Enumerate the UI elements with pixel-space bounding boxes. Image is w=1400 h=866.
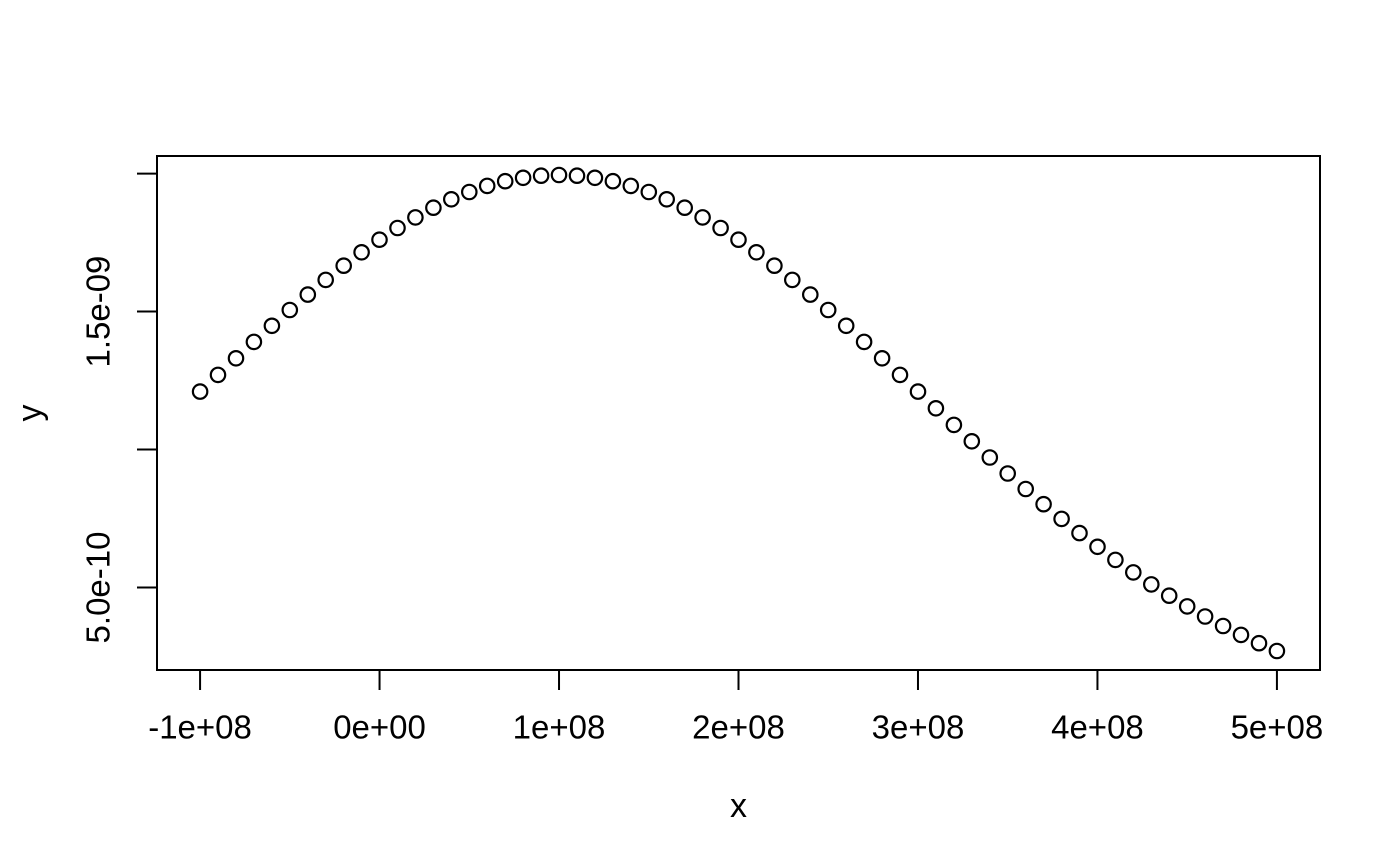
data-point [658,191,675,208]
x-tick-label: -1e+08 [148,709,252,746]
data-point [478,177,496,195]
data-point [1053,510,1070,528]
x-tick-label: 3e+08 [872,709,965,746]
data-point [1232,626,1250,644]
x-tick-label: 5e+08 [1231,709,1324,746]
data-points [191,166,1286,660]
data-point [766,257,783,274]
data-point [963,432,981,450]
data-point [730,231,747,248]
data-point [496,172,514,190]
data-point [245,333,263,351]
x-tick-label: 1e+08 [513,709,606,746]
data-point [407,209,424,226]
data-point [425,199,442,216]
x-axis-title: x [730,787,747,825]
x-tick-label: 0e+00 [333,709,426,746]
data-point [1125,564,1142,581]
data-point [837,317,855,335]
data-point [783,271,801,289]
data-point [1178,598,1196,615]
data-point [1035,495,1052,513]
data-point [586,169,604,187]
data-point [281,301,299,319]
data-point [891,366,909,384]
data-point [532,167,550,184]
data-point [1196,608,1214,625]
data-point [263,317,281,335]
y-axis-title: y [11,405,49,422]
data-point [604,172,622,190]
data-point [299,286,317,303]
x-tick-label: 2e+08 [692,709,785,746]
x-tick-label: 4e+08 [1051,709,1144,746]
data-point [748,244,765,261]
data-point [1268,642,1286,660]
data-point [640,183,658,201]
data-point [568,167,586,184]
data-point [999,465,1016,482]
data-point [317,271,334,289]
data-point [1214,617,1232,635]
y-axis: 5.0e-10 1.5e-09 [80,172,157,644]
data-point [694,209,711,226]
data-point [1071,524,1088,542]
data-point [945,416,963,434]
data-point [1143,576,1160,593]
data-point [676,199,693,216]
data-point [801,286,819,303]
data-point [371,231,388,248]
data-point [927,399,945,417]
y-tick-label: 1.5e-09 [80,256,117,368]
data-point [1160,587,1178,604]
data-point [335,257,352,274]
y-tick-label: 5.0e-10 [80,532,117,644]
data-point [855,333,873,351]
data-point [227,349,245,367]
data-point [1107,551,1124,569]
data-point [550,166,568,184]
data-point [819,301,837,319]
data-point [712,219,729,237]
data-point [1017,480,1034,498]
data-point [622,177,640,195]
data-point [873,349,891,367]
data-point [909,383,927,400]
data-point [981,449,999,466]
x-axis: -1e+08 0e+00 1e+08 2e+08 3e+08 4e+08 5e+08 [148,670,1323,746]
data-point [514,169,532,187]
data-point [460,183,478,201]
data-point [353,244,370,261]
data-point [209,366,227,384]
data-point [389,219,406,237]
data-point [1089,538,1106,556]
data-point [442,191,460,208]
data-point [191,383,209,400]
data-point [1250,634,1268,652]
